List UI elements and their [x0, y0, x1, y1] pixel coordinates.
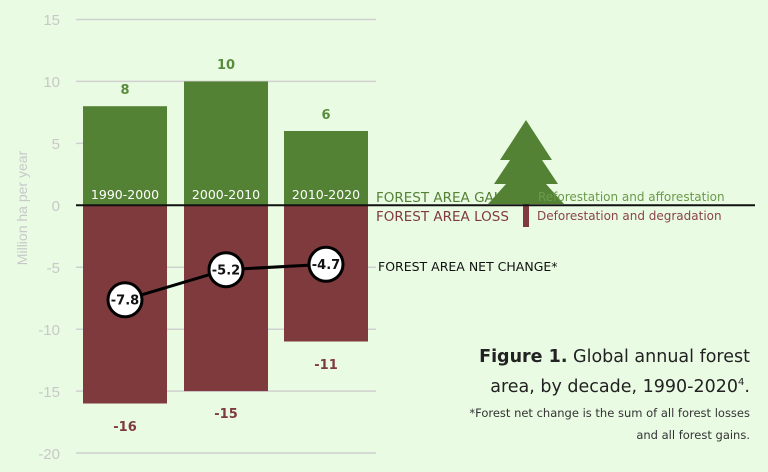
category-label: 2000-2010	[192, 187, 260, 202]
y-axis-ticks: 15 10 5 0 -5 -10 -15 -20	[38, 12, 60, 463]
bar-gain-2000-2010	[184, 81, 268, 206]
legend-loss-description: Deforestation and degradation	[537, 209, 722, 223]
y-axis-label: Million ha per year	[14, 150, 30, 265]
y-tick: 15	[43, 12, 60, 29]
category-label: 1990-2000	[91, 187, 159, 202]
tree-icon	[488, 120, 564, 227]
net-value: -4.7	[312, 258, 340, 273]
net-value: -5.2	[212, 264, 240, 279]
gain-value: 8	[120, 83, 129, 98]
caption-title: Figure 1. Global annual forest area, by …	[460, 345, 750, 400]
category-label: 2010-2020	[292, 187, 360, 202]
loss-bars	[83, 205, 368, 404]
y-tick: 10	[43, 74, 60, 91]
caption-text: Global annual forest area, by decade, 19…	[490, 347, 750, 397]
net-change-markers: -7.8 -5.2 -4.7	[106, 245, 345, 319]
y-tick: -20	[38, 446, 60, 463]
y-tick: -10	[38, 322, 60, 339]
loss-value: -11	[314, 358, 338, 373]
net-value: -7.8	[111, 294, 139, 309]
figure-label: Figure 1.	[479, 347, 568, 367]
figure-caption: Figure 1. Global annual forest area, by …	[460, 345, 750, 446]
gain-bars	[83, 81, 368, 206]
y-tick: -5	[47, 260, 60, 277]
caption-end: .	[744, 376, 750, 397]
caption-footnote: *Forest net change is the sum of all for…	[469, 405, 750, 442]
y-tick: 5	[52, 136, 60, 153]
gain-value-labels: 8 10 6	[120, 58, 330, 123]
y-tick: -15	[38, 384, 60, 401]
loss-value: -15	[214, 407, 238, 422]
bar-loss-2000-2010	[184, 205, 268, 392]
legend-net-change-label: FOREST AREA NET CHANGE*	[378, 259, 558, 274]
legend-loss-label: FOREST AREA LOSS	[376, 209, 509, 225]
loss-value-labels: -16 -15 -11	[113, 358, 338, 435]
category-labels: 1990-2000 2000-2010 2010-2020	[91, 187, 360, 202]
loss-value: -16	[113, 420, 137, 435]
caption-superscript: 4	[738, 377, 745, 388]
gain-value: 10	[217, 58, 235, 73]
bar-gain-1990-2000	[83, 106, 167, 206]
gain-value: 6	[321, 108, 330, 123]
bar-gain-2010-2020	[284, 131, 368, 206]
y-tick: 0	[52, 198, 60, 215]
legend-gain-description: Reforestation and afforestation	[538, 190, 725, 204]
legend-gain-label: FOREST AREA GAIN	[376, 190, 508, 206]
